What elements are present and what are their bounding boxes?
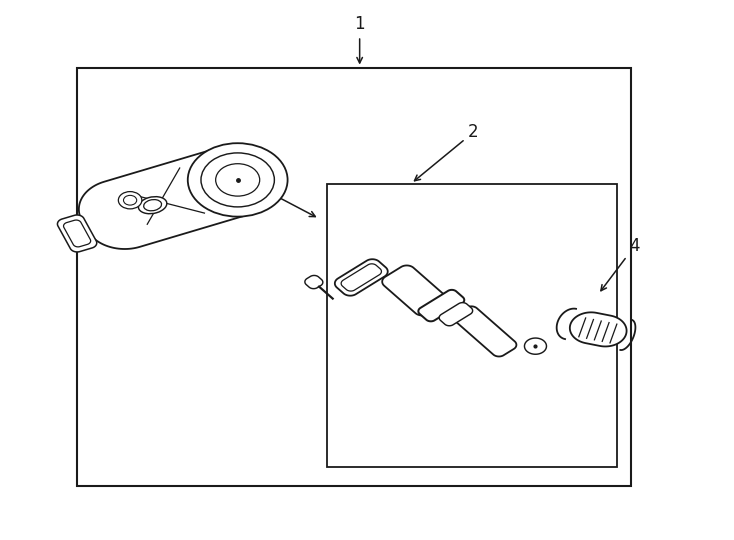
Polygon shape bbox=[57, 215, 97, 252]
Polygon shape bbox=[418, 290, 465, 321]
Circle shape bbox=[118, 192, 142, 209]
Polygon shape bbox=[335, 259, 388, 296]
Polygon shape bbox=[454, 306, 517, 356]
Text: 2: 2 bbox=[415, 123, 479, 181]
Circle shape bbox=[216, 164, 260, 196]
Polygon shape bbox=[439, 302, 473, 326]
Polygon shape bbox=[341, 264, 382, 291]
Text: 4: 4 bbox=[601, 237, 640, 291]
Ellipse shape bbox=[144, 200, 161, 211]
Text: 1: 1 bbox=[355, 15, 365, 63]
Polygon shape bbox=[305, 275, 323, 289]
Circle shape bbox=[123, 195, 137, 205]
Polygon shape bbox=[382, 266, 447, 315]
Text: 3: 3 bbox=[263, 183, 316, 217]
Bar bbox=[77, 68, 631, 486]
Polygon shape bbox=[570, 312, 627, 347]
Polygon shape bbox=[79, 145, 281, 249]
Ellipse shape bbox=[139, 197, 167, 214]
Circle shape bbox=[188, 143, 288, 217]
Polygon shape bbox=[525, 338, 547, 354]
Bar bbox=[327, 184, 617, 467]
Circle shape bbox=[201, 153, 275, 207]
Polygon shape bbox=[64, 220, 91, 247]
